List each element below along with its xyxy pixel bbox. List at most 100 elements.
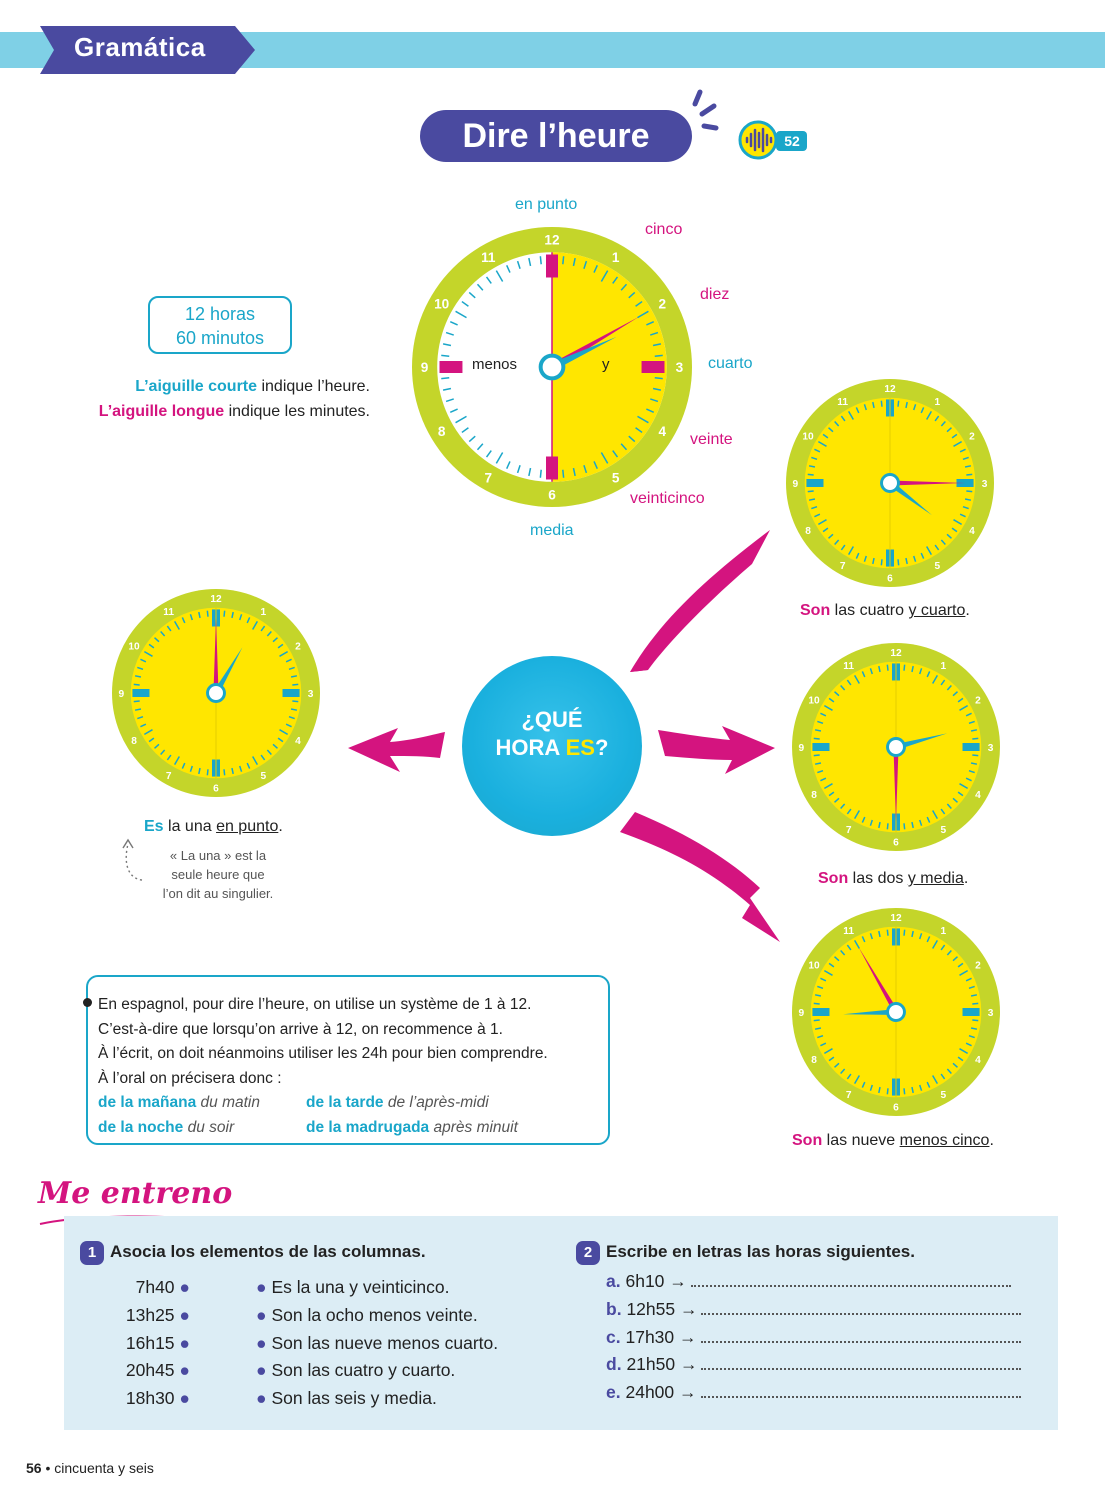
audio-wave-icon[interactable]: 52 <box>738 120 810 160</box>
item-letter: c. <box>606 1326 621 1347</box>
tick-mark <box>173 756 180 766</box>
tick-mark <box>539 256 542 265</box>
tick-mark <box>820 712 827 717</box>
tick-mark <box>957 962 964 968</box>
tick-mark <box>968 985 975 989</box>
tick-mark <box>965 977 972 982</box>
tick-mark <box>198 611 201 619</box>
match-right-item[interactable]: ● Es la una y veinticinco. <box>256 1277 450 1297</box>
splash-decoration <box>692 89 719 131</box>
item-letter: b. <box>606 1298 622 1319</box>
tick-mark <box>834 421 840 427</box>
caption-una: Es la una en punto. <box>144 818 283 836</box>
tick-mark <box>853 674 860 684</box>
match-right-item[interactable]: ● Son las cuatro y cuarto. <box>256 1360 456 1381</box>
match-right-text: Es la una y veinticinco. <box>271 1277 450 1297</box>
tick-mark <box>861 1081 866 1088</box>
tick-mark <box>246 762 251 769</box>
tick-mark <box>814 1027 822 1030</box>
note-line: « La una » est la <box>169 848 267 863</box>
clock-number: 3 <box>308 689 314 700</box>
tick-mark <box>903 929 906 936</box>
clock-number: 9 <box>793 479 799 490</box>
item-letter: d. <box>606 1354 622 1375</box>
tick-mark <box>903 823 906 830</box>
exercise-2-title: 2 Escribe en letras las horas siguientes. <box>576 1241 915 1265</box>
match-left-item[interactable]: 18h30 ● <box>125 1388 190 1409</box>
term-fr: du matin <box>200 1094 260 1111</box>
match-left-item[interactable]: 7h40 ● <box>135 1277 190 1297</box>
tick-mark <box>593 264 598 273</box>
tick-mark <box>920 407 925 414</box>
tick-mark <box>913 404 917 411</box>
exercise-number-badge: 1 <box>80 1241 104 1265</box>
tick-mark <box>940 944 946 951</box>
match-left-item[interactable]: 16h15 ● <box>125 1332 190 1353</box>
tick-mark <box>878 821 881 829</box>
caption-end: . <box>989 1132 994 1149</box>
match-right-item[interactable]: ● Son las seis y media. <box>256 1388 437 1409</box>
tick-mark <box>972 737 979 740</box>
tick-mark <box>878 665 881 673</box>
tick-mark <box>946 533 952 539</box>
tick-mark <box>886 1088 889 1095</box>
tick-mark <box>260 754 266 761</box>
tick-mark <box>952 797 958 803</box>
clock-number: 11 <box>843 926 854 937</box>
match-left-item[interactable]: 20h45 ● <box>125 1360 190 1381</box>
caption-verb: Es <box>144 818 164 835</box>
tick-mark <box>972 1002 979 1005</box>
answer-line[interactable] <box>701 1299 1022 1315</box>
clock-number: 8 <box>811 1055 817 1066</box>
tick-mark <box>919 933 923 940</box>
tick-mark <box>911 665 914 673</box>
tick-mark <box>919 819 923 826</box>
match-right-item[interactable]: ● Son la ocho menos veinte. <box>256 1304 478 1325</box>
minutes-text: 60 minutos <box>175 328 265 348</box>
tick-mark <box>834 956 840 962</box>
tick-mark <box>455 310 467 319</box>
tick-mark <box>820 1042 827 1047</box>
tick-mark <box>650 398 659 403</box>
clock-number: 1 <box>940 926 946 937</box>
tick-mark <box>572 467 576 477</box>
tick-mark <box>461 300 469 307</box>
tick-mark <box>583 465 588 474</box>
tick-mark <box>957 697 964 703</box>
answer-line[interactable] <box>701 1354 1022 1371</box>
info-line: À l’écrit, on doit néanmoins utiliser le… <box>98 1045 548 1062</box>
tick-mark <box>869 819 873 826</box>
match-right-text: Son las cuatro y cuarto. <box>271 1360 456 1381</box>
caption-verb: Son <box>800 602 831 619</box>
tick-mark <box>926 546 933 556</box>
tick-mark <box>855 552 860 559</box>
clock-number: 4 <box>975 1055 981 1066</box>
match-left-text: 18h30 <box>125 1388 175 1409</box>
tick-mark <box>154 637 160 643</box>
tick-mark <box>817 770 824 774</box>
clock-number: 5 <box>612 470 620 485</box>
match-right-item[interactable]: ● Son las nueve menos cuarto. <box>256 1332 499 1353</box>
match-left-item[interactable]: 13h25 ● <box>125 1304 190 1325</box>
answer-line[interactable] <box>700 1382 1021 1399</box>
tick-mark <box>863 404 867 411</box>
clock-number: 11 <box>843 661 854 672</box>
hour-hand <box>895 733 948 750</box>
item-letter: e. <box>606 1382 621 1403</box>
tick-mark <box>445 331 454 336</box>
tick-mark <box>814 762 822 765</box>
answer-line[interactable] <box>700 1327 1021 1343</box>
tick-mark <box>834 1062 840 1068</box>
clock-number: 9 <box>799 1008 805 1019</box>
tick-mark <box>239 614 243 621</box>
tick-mark <box>137 716 144 720</box>
caption-tail: menos cinco <box>899 1132 990 1149</box>
tick-mark <box>911 1086 914 1094</box>
section-title: Gramática <box>74 32 206 62</box>
answer-line[interactable] <box>690 1271 1011 1287</box>
curved-arrow-icon <box>122 838 143 881</box>
term-fr: après minuit <box>433 1118 518 1136</box>
term-es: de la madrugada <box>306 1118 430 1136</box>
item-time: 12h55 → <box>626 1298 698 1319</box>
practice-heading: Me entreno <box>38 1176 233 1211</box>
